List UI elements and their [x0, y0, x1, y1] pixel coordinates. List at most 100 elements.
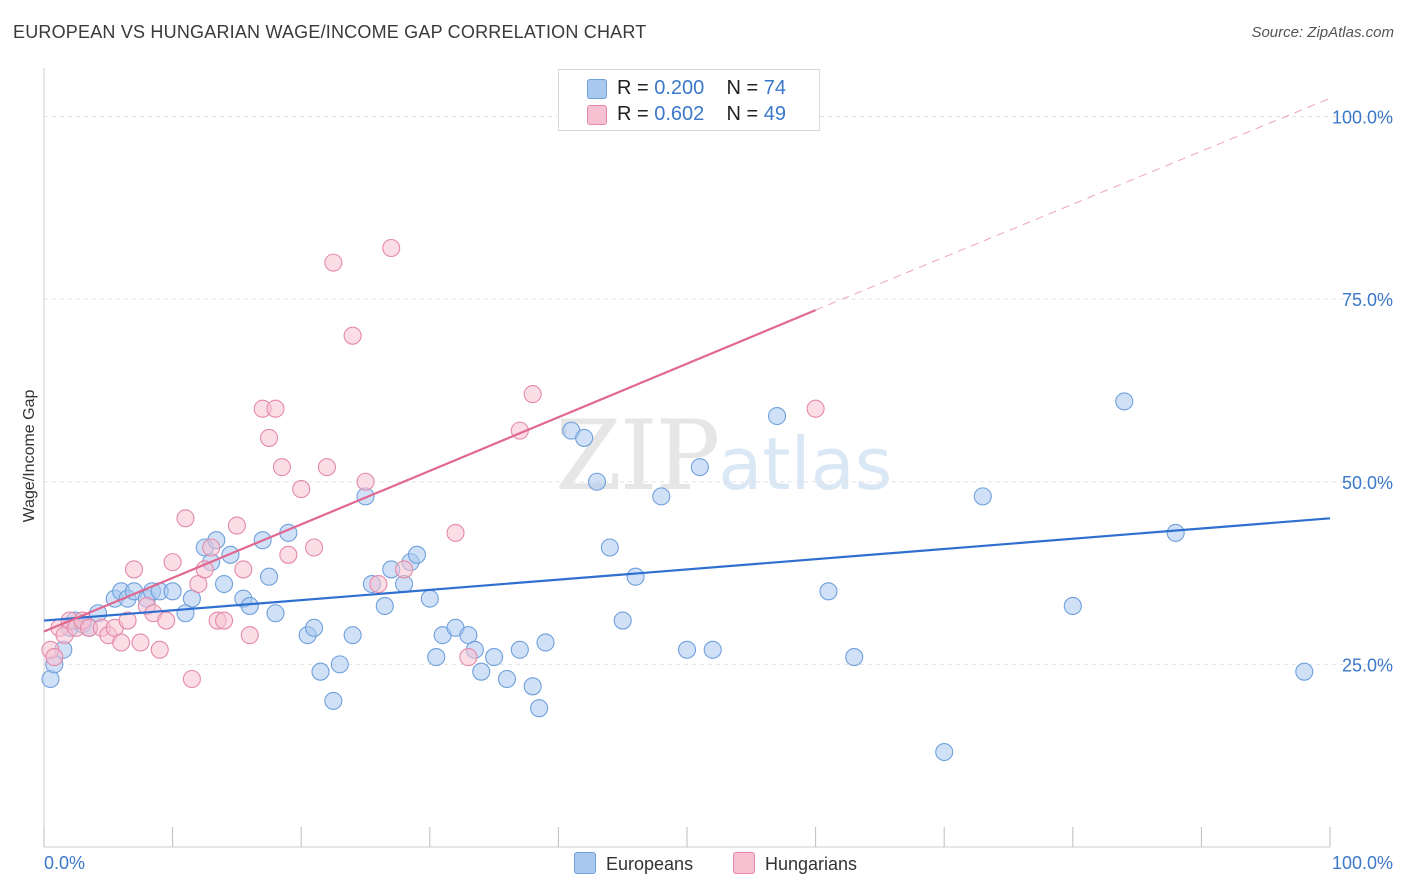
x-tick-label: 100.0%: [1332, 853, 1393, 873]
point-european: [510, 640, 529, 659]
bottom-legend-label-hungarians: Hungarians: [765, 854, 858, 874]
point-european: [324, 691, 343, 710]
point-european: [311, 662, 330, 681]
point-european: [935, 742, 954, 762]
trend-lines: [43, 97, 1331, 633]
point-european: [845, 648, 864, 667]
point-hungarian: [369, 574, 388, 594]
point-european: [600, 538, 619, 557]
legend-n-label: N =: [726, 103, 759, 125]
point-european: [1115, 392, 1134, 411]
legend-swatch-hungarians: [587, 105, 607, 125]
legend-n-value: 49: [763, 103, 787, 125]
point-hungarian: [272, 458, 291, 477]
point-european: [677, 640, 697, 659]
point-hungarian: [343, 326, 362, 345]
point-european: [626, 567, 645, 586]
point-hungarian: [214, 611, 234, 630]
axes: [43, 68, 1331, 848]
point-european: [485, 648, 504, 667]
point-hungarian: [259, 428, 279, 447]
legend-swatch-europeans: [587, 79, 607, 99]
point-hungarian: [240, 626, 259, 645]
point-european: [266, 604, 285, 623]
y-tick-label: 25.0%: [1342, 655, 1393, 675]
point-hungarian: [395, 560, 414, 579]
trend-line-europeans: [43, 517, 1331, 622]
point-european: [259, 567, 279, 586]
point-european: [472, 662, 491, 681]
bottom-legend-swatch-hungarians: [733, 852, 755, 874]
point-european: [343, 626, 362, 645]
legend-text-hungarians: R = 0.602 N = 49: [617, 103, 786, 126]
point-hungarian: [324, 253, 343, 272]
point-hungarian: [112, 633, 131, 652]
bottom-legend-label-europeans: Europeans: [606, 854, 694, 874]
legend-r-label: R =: [617, 77, 649, 99]
point-hungarian: [459, 648, 478, 667]
point-european: [819, 582, 838, 601]
point-hungarian: [182, 669, 201, 689]
point-hungarian: [266, 399, 285, 418]
point-hungarian: [446, 523, 465, 542]
point-hungarian: [124, 560, 144, 579]
chart-source: Source: ZipAtlas.com: [1251, 24, 1394, 41]
point-european: [375, 596, 394, 615]
point-european: [305, 618, 324, 637]
watermark-atlas: atlas: [718, 422, 893, 506]
point-european: [575, 428, 594, 447]
point-european: [1166, 523, 1185, 542]
trend-line-hungarians: [43, 309, 817, 633]
point-european: [497, 669, 517, 689]
point-european: [330, 655, 349, 674]
point-european: [613, 611, 632, 630]
point-hungarian: [234, 560, 253, 579]
point-hungarian: [157, 611, 176, 630]
point-european: [407, 545, 426, 564]
point-hungarian: [176, 509, 195, 528]
point-hungarian: [45, 648, 64, 667]
point-hungarian: [131, 633, 150, 652]
point-hungarian: [118, 611, 137, 630]
y-tick-label: 100.0%: [1332, 108, 1393, 128]
point-european: [652, 487, 671, 506]
correlation-legend: R = 0.200 N = 74 R = 0.602 N = 49: [558, 69, 820, 131]
point-european: [587, 472, 607, 491]
x-tick-label: 0.0%: [44, 853, 85, 873]
legend-r-value: 0.200: [654, 77, 705, 99]
point-hungarian: [292, 480, 311, 499]
tick-labels: 25.0% 50.0% 75.0% 100.0% 0.0% 100.0%: [44, 108, 1393, 873]
point-hungarian: [227, 516, 246, 535]
legend-text-europeans: R = 0.200 N = 74: [617, 77, 786, 100]
point-european: [240, 596, 259, 615]
point-european: [163, 582, 182, 601]
watermark-zip: ZIP: [555, 400, 720, 512]
point-hungarian: [523, 385, 542, 404]
bottom-legend-hungarians: Hungarians: [733, 852, 857, 875]
legend-n-value: 74: [763, 77, 787, 99]
point-european: [427, 648, 446, 667]
trend-line-hungarians-extension: [815, 97, 1331, 311]
bottom-legend-europeans: Europeans: [574, 852, 693, 875]
point-european: [536, 633, 555, 652]
legend-r-label: R =: [617, 103, 649, 125]
point-hungarian: [382, 238, 401, 258]
point-european: [767, 406, 787, 426]
chart-title: EUROPEAN VS HUNGARIAN WAGE/INCOME GAP CO…: [13, 22, 647, 42]
point-european: [420, 589, 439, 608]
legend-r-value: 0.602: [654, 103, 705, 125]
y-tick-label: 50.0%: [1342, 473, 1393, 493]
point-hungarian: [806, 399, 825, 418]
point-hungarian: [202, 538, 221, 557]
series-europeans: [41, 392, 1314, 762]
point-european: [973, 487, 992, 506]
point-hungarian: [305, 538, 324, 557]
point-european: [703, 640, 722, 659]
point-hungarian: [317, 458, 336, 477]
point-european: [214, 574, 234, 594]
point-hungarian: [150, 640, 169, 659]
bottom-legend-swatch-europeans: [574, 852, 596, 874]
grid-lines: [44, 116, 1395, 665]
point-european: [1295, 662, 1314, 681]
